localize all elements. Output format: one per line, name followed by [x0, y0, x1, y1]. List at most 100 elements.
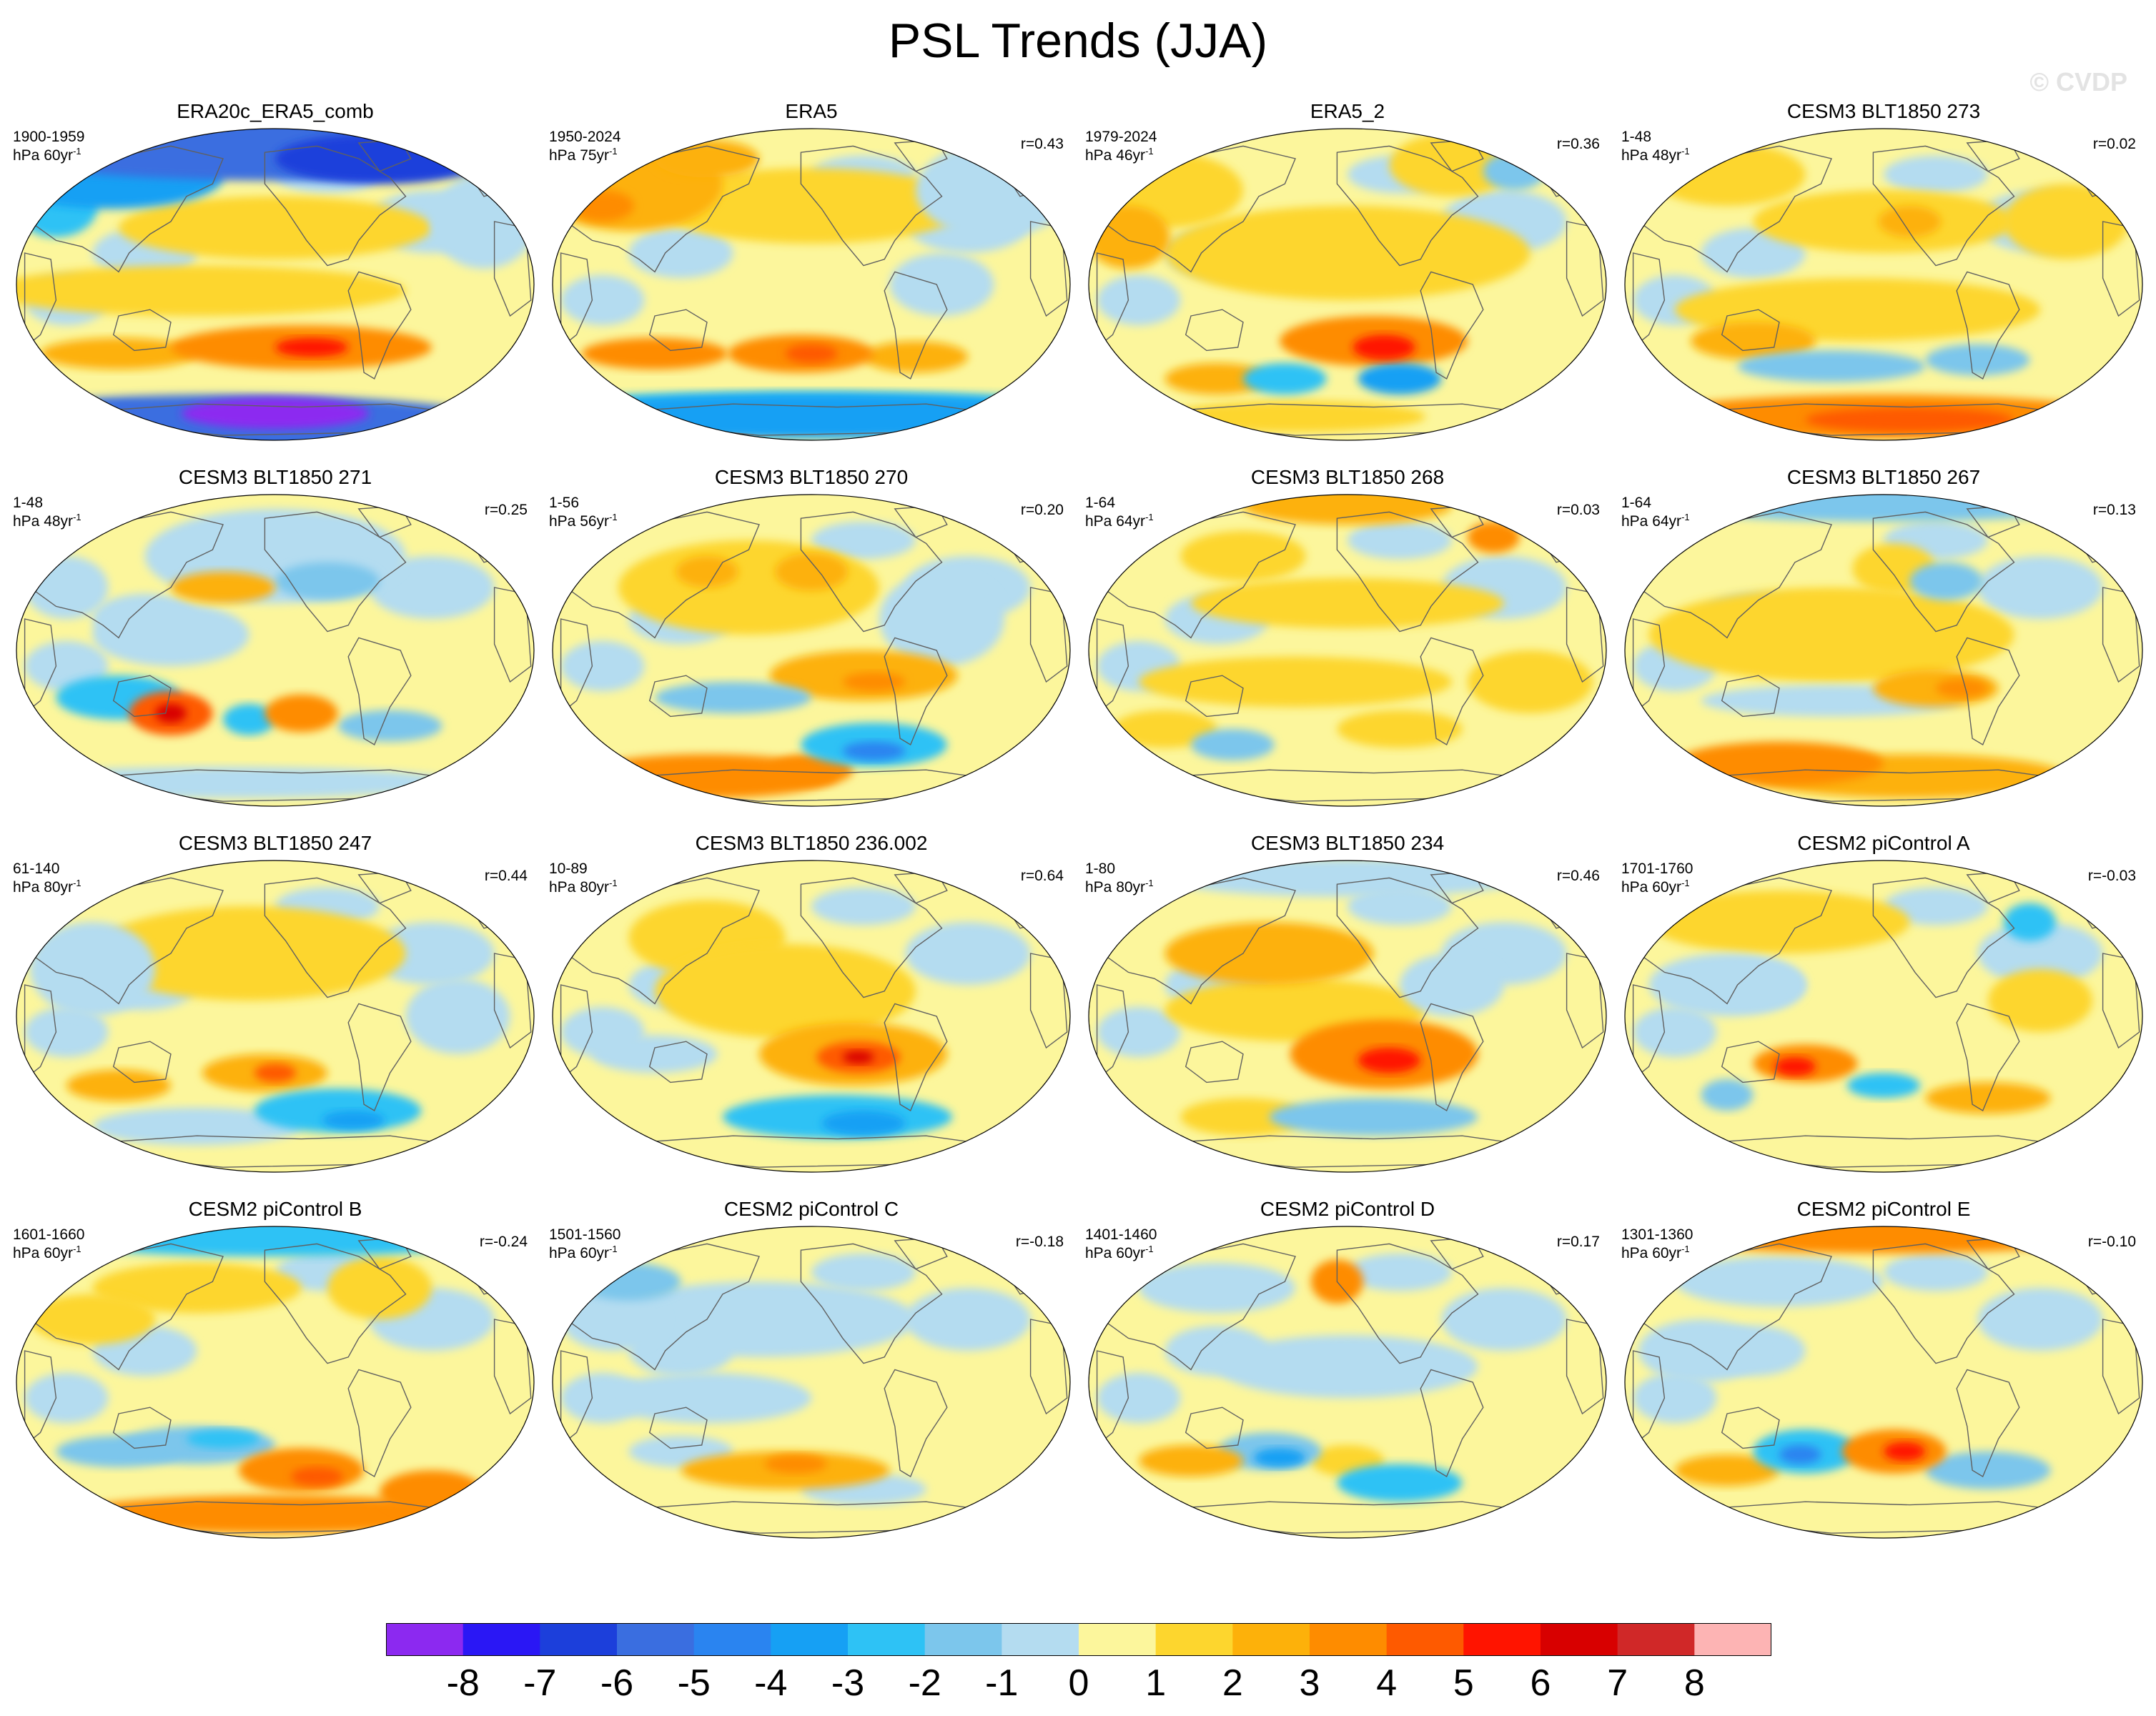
anomaly-contour — [1909, 562, 1983, 600]
panel-units: hPa 75yr-1 — [549, 146, 618, 164]
panel-years: 1-64 — [1085, 495, 1116, 511]
coastline — [884, 637, 948, 746]
coastline — [1721, 1407, 1780, 1449]
panel-correlation: r=0.36 — [1556, 136, 1600, 152]
anomaly-contour — [155, 703, 187, 723]
trend-map — [1624, 860, 2143, 1173]
coastline — [1872, 877, 2015, 998]
anomaly-contour — [1467, 650, 1593, 713]
colorbar-swatch — [463, 1623, 540, 1656]
coastline — [1185, 675, 1244, 718]
anomaly-contour — [254, 1063, 297, 1083]
colorbar-swatch — [1232, 1623, 1310, 1656]
colorbar-swatch — [1002, 1623, 1079, 1656]
panel-title: CESM2 piControl D — [1260, 1198, 1435, 1220]
colorbar-tick-label: -5 — [677, 1662, 711, 1704]
anomaly-contour — [1191, 577, 1504, 629]
trend-map — [16, 128, 535, 441]
panel-correlation: r=-0.24 — [479, 1234, 528, 1250]
anomaly-band — [811, 521, 916, 560]
anomaly-contour — [1337, 1464, 1463, 1502]
coastline — [112, 309, 172, 352]
anomaly-contour — [432, 174, 534, 269]
coastline — [1721, 675, 1780, 718]
panel-years: 1979-2024 — [1085, 129, 1157, 145]
anomaly-contour — [29, 922, 156, 1016]
map-panel: CESM3 BLT1850 273 1-48 hPa 48yr-1 r=0.02 — [1616, 100, 2152, 441]
anomaly-contour — [821, 1111, 906, 1136]
map-panel: CESM3 BLT1850 236.002 10-89 hPa 80yr-1 r=0.… — [543, 832, 1079, 1173]
colorbar-swatch — [1617, 1623, 1695, 1656]
anomaly-contour — [1936, 678, 1988, 698]
trend-map — [16, 494, 535, 807]
anomaly-contour — [1400, 953, 1504, 1016]
coastline — [1185, 1041, 1244, 1083]
map-border — [1088, 494, 1607, 807]
coastline — [112, 1041, 172, 1083]
coastline — [1420, 271, 1484, 380]
anomaly-contour — [40, 337, 197, 370]
anomaly-contour — [764, 1454, 827, 1474]
panel-correlation: r=-0.03 — [2087, 868, 2136, 884]
anomaly-contour — [1805, 407, 2014, 432]
coastline — [884, 1003, 948, 1112]
panel-title: CESM3 BLT1850 273 — [1786, 100, 1981, 122]
anomaly-contour — [1164, 922, 1374, 985]
map-panel: ERA20c_ERA5_comb 1900-1959 hPa 60yr-1 — [7, 100, 543, 441]
map-panel: CESM3 BLT1850 270 1-56 hPa 56yr-1 r=0.20 — [543, 466, 1079, 807]
panel-years: 1401-1460 — [1085, 1226, 1157, 1243]
anomaly-contour — [1253, 1448, 1306, 1467]
anomaly-contour — [24, 556, 109, 619]
anomaly-contour — [571, 190, 634, 222]
panel-title: CESM3 BLT1850 268 — [1250, 466, 1445, 488]
colorbar-swatch — [1310, 1623, 1388, 1656]
anomaly-band — [560, 274, 645, 326]
units-exponent: -1 — [1681, 512, 1690, 522]
colorbar-tick-label: 2 — [1222, 1662, 1243, 1704]
panel-years: 10-89 — [549, 861, 588, 877]
anomaly-contour — [380, 1470, 484, 1514]
coastline — [1956, 637, 2020, 746]
map-panel: CESM2 piControl A 1701-1760 hPa 60yr-1 r=-0… — [1616, 832, 2152, 1173]
anomaly-contour — [774, 552, 849, 591]
anomaly-contour — [889, 253, 994, 316]
colorbar-tick-label: -7 — [523, 1662, 557, 1704]
colorbar-swatch — [1079, 1623, 1157, 1656]
colorbar-tick-label: 1 — [1145, 1662, 1167, 1704]
anomaly-contour — [655, 943, 916, 1038]
anomaly-contour — [1139, 1445, 1243, 1477]
map-panel: CESM3 BLT1850 234 1-80 hPa 80yr-1 r=0.46 — [1079, 832, 1616, 1173]
anomaly-contour — [1191, 729, 1275, 760]
anomaly-band — [1884, 155, 1988, 194]
map-panel: CESM3 BLT1850 271 1-48 hPa 48yr-1 r=0.25 — [7, 466, 543, 807]
anomaly-contour — [1164, 363, 1270, 395]
units-exponent: -1 — [1681, 1244, 1690, 1254]
coastline — [1336, 511, 1479, 633]
anomaly-contour — [92, 1107, 302, 1146]
panel-correlation: r=0.44 — [484, 868, 528, 884]
anomaly-contour — [1164, 206, 1531, 300]
anomaly-contour — [576, 1262, 681, 1301]
panel-units: hPa 64yr-1 — [1621, 512, 1690, 530]
anomaly-contour — [1648, 953, 1806, 1016]
panel-units-text: hPa 60yr — [1085, 1245, 1146, 1261]
panel-title: CESM3 BLT1850 271 — [178, 466, 372, 488]
anomaly-contour — [1217, 1335, 1478, 1398]
anomaly-band — [1441, 1288, 1567, 1351]
coastline — [1420, 1369, 1484, 1478]
panel-title: ERA5_2 — [1310, 100, 1385, 122]
map-border — [1624, 1226, 2143, 1539]
panel-years: 1-64 — [1621, 495, 1652, 511]
anomaly-contour — [1675, 1454, 1779, 1487]
anomaly-band — [1977, 1288, 2103, 1351]
panel-units-text: hPa 64yr — [1621, 513, 1682, 530]
coastline — [648, 309, 708, 352]
panel-title: CESM3 BLT1850 270 — [714, 466, 909, 488]
anomaly-contour — [1690, 322, 1816, 360]
panel-units-text: hPa 60yr — [13, 147, 74, 164]
anomaly-band — [1097, 274, 1181, 326]
units-exponent: -1 — [73, 512, 81, 522]
map-border — [1088, 1226, 1607, 1539]
anomaly-contour — [1988, 969, 2092, 1032]
coastline — [264, 877, 407, 998]
